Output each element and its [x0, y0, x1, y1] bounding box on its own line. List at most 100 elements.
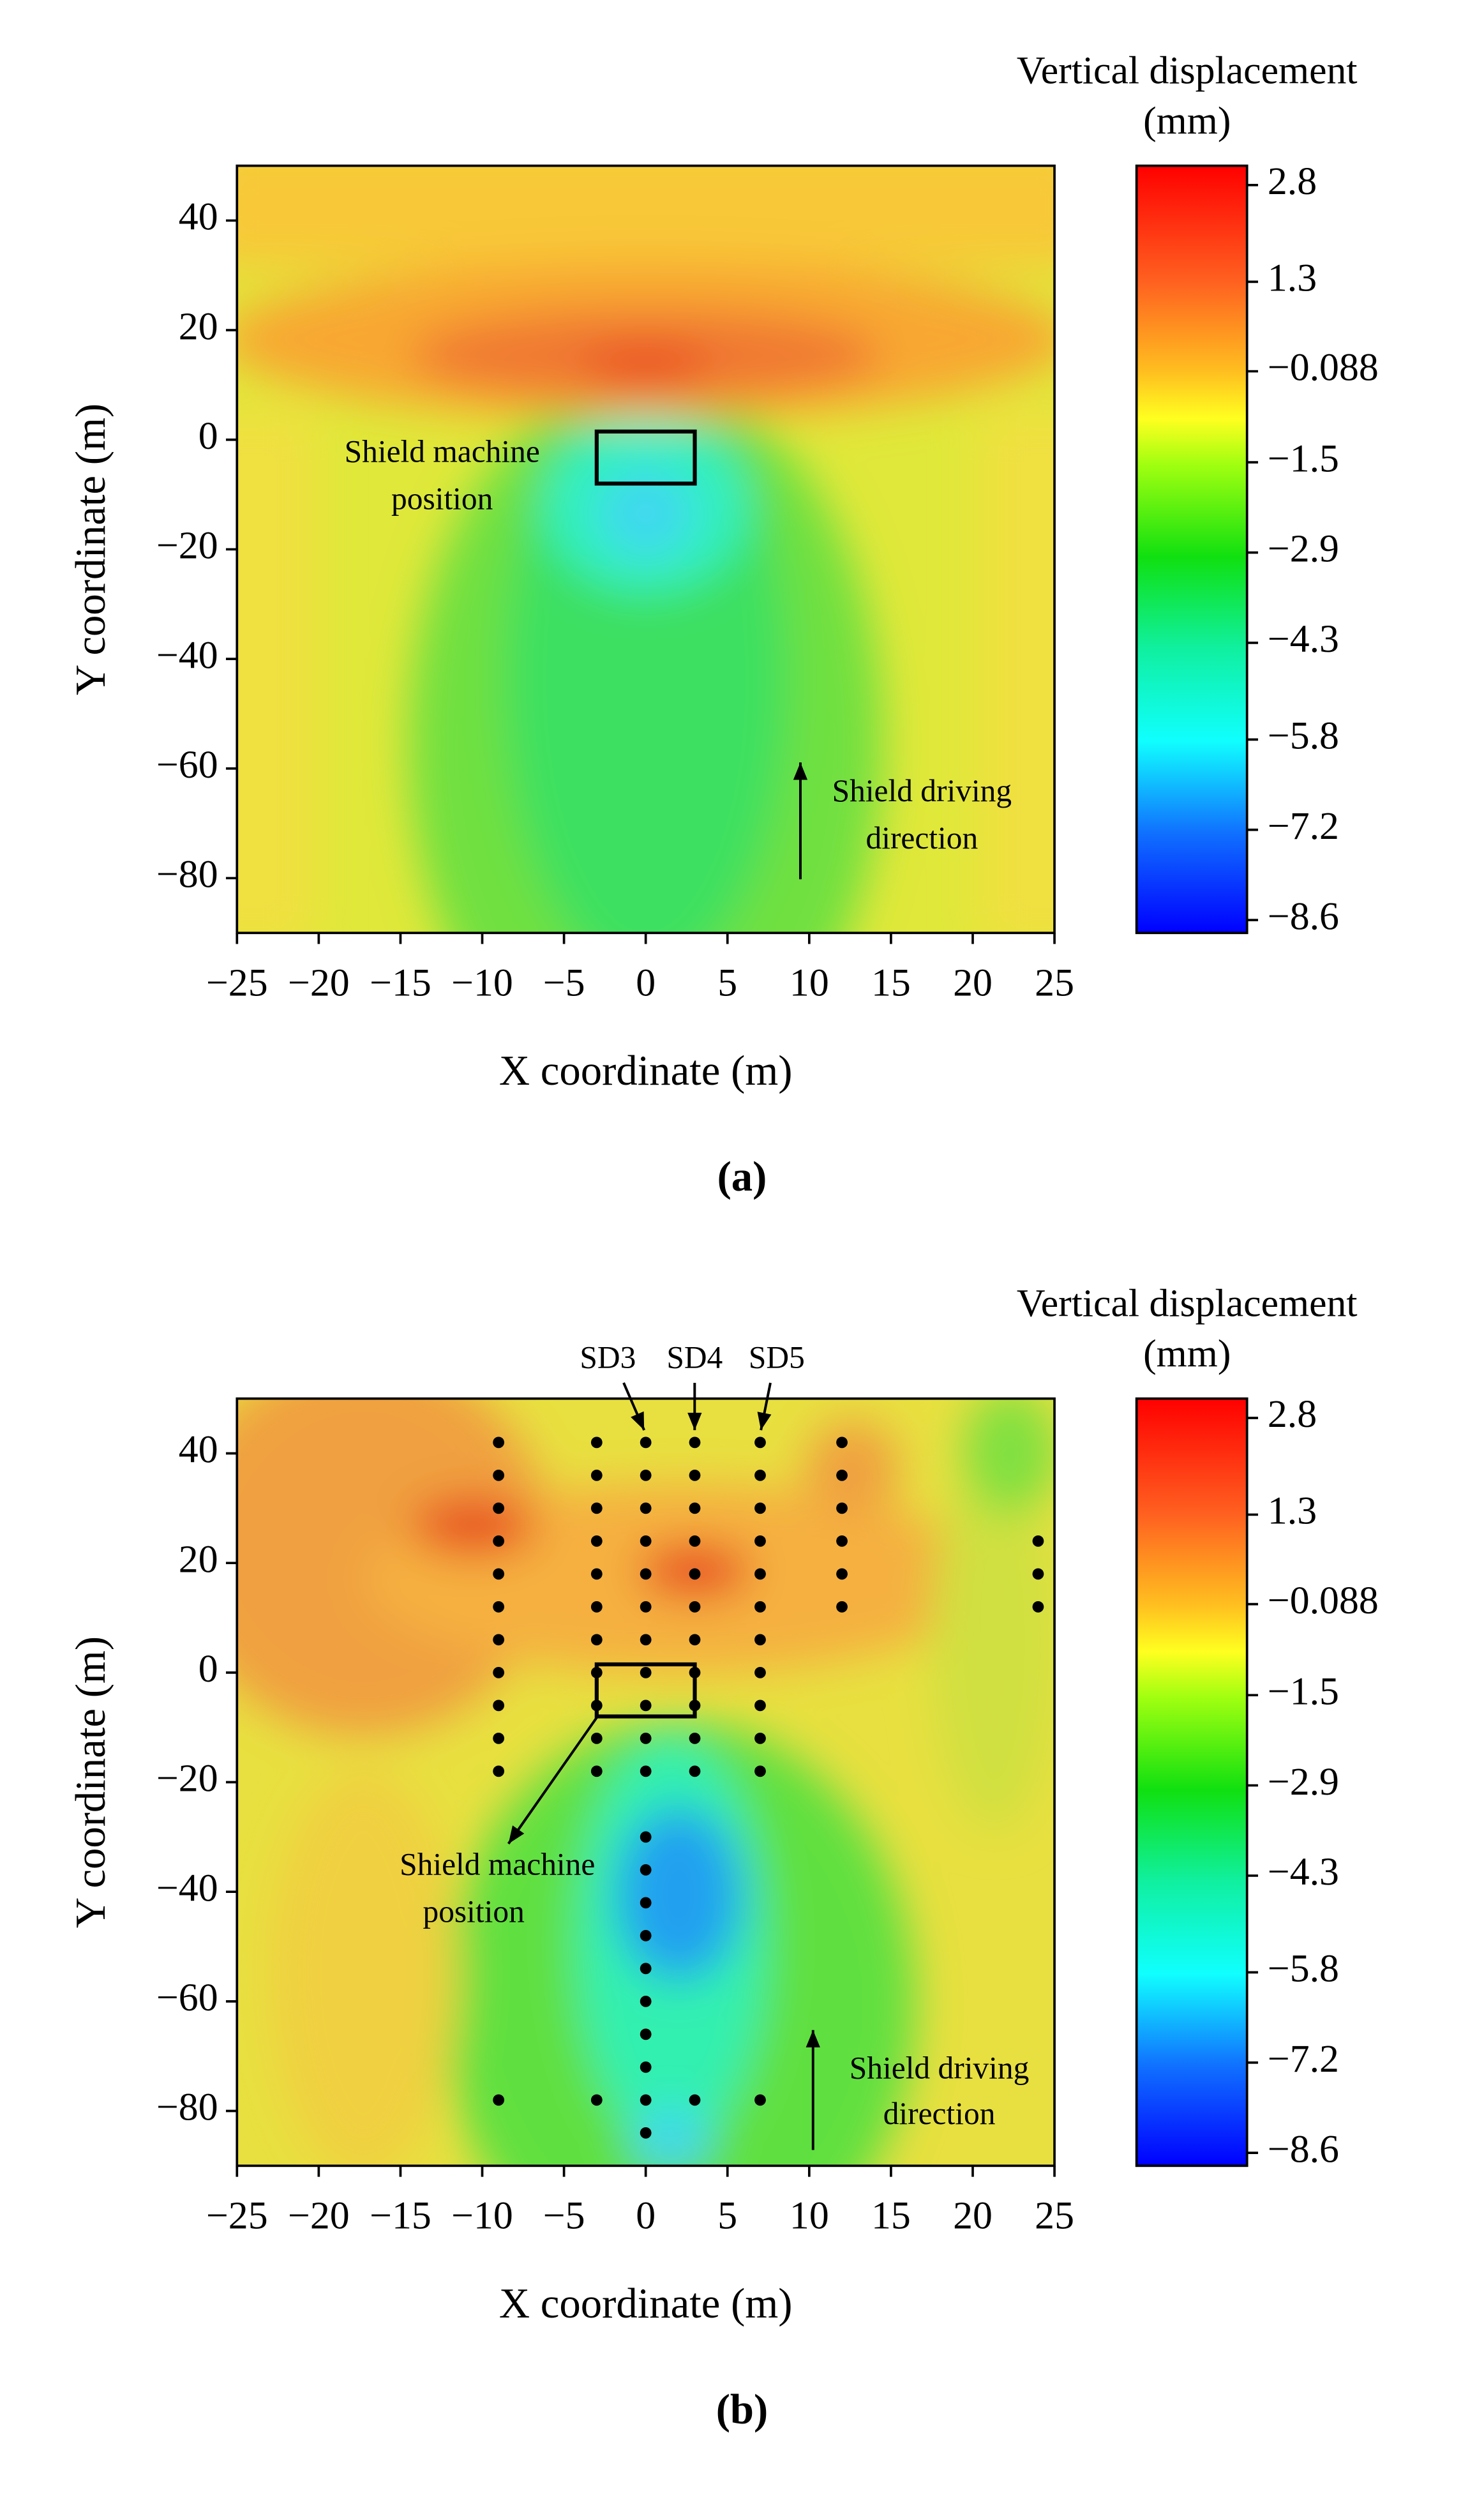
measure-point	[836, 1601, 848, 1613]
annotation: Shield machine	[400, 1846, 595, 1881]
measure-point	[754, 1502, 766, 1514]
measure-point	[754, 1436, 766, 1449]
measure-point	[640, 2127, 652, 2139]
x-axis-label: X coordinate (m)	[499, 1048, 793, 1094]
colorbar-tick-label: −7.2	[1268, 804, 1339, 848]
x-tick-label: 10	[790, 2194, 829, 2238]
measure-point	[689, 1535, 701, 1547]
measure-point	[590, 1666, 603, 1678]
measure-point	[689, 1601, 701, 1613]
measure-point	[493, 1732, 505, 1744]
measure-point	[493, 1666, 505, 1678]
measure-point	[590, 1535, 603, 1547]
y-tick-label: −40	[156, 633, 218, 677]
colorbar-label: (mm)	[1143, 100, 1231, 143]
annotation: Shield machine	[345, 433, 540, 469]
arrow-head	[687, 1412, 702, 1431]
measure-point	[754, 2094, 766, 2106]
arrow	[507, 1717, 598, 1845]
annotation: direction	[883, 2096, 996, 2131]
colorbar-tick-label: −4.3	[1268, 617, 1339, 661]
panel-label: (a)	[717, 1154, 767, 1200]
y-axis-label: Y coordinate (m)	[68, 403, 114, 695]
annotation: SD4	[666, 1340, 723, 1375]
x-tick-label: 15	[871, 2194, 911, 2238]
measure-point	[640, 1897, 652, 1909]
contour-field	[237, 1398, 1055, 2166]
y-tick-label: 0	[199, 414, 218, 458]
measure-point	[689, 1765, 701, 1777]
measure-point	[836, 1436, 848, 1449]
measure-point	[689, 1469, 701, 1481]
colorbar-tick-label: −0.088	[1268, 346, 1379, 389]
measure-point	[754, 1765, 766, 1777]
x-tick-label: −5	[543, 2194, 585, 2238]
colorbar-tick-label: −7.2	[1268, 2037, 1339, 2081]
measure-point	[754, 1568, 766, 1580]
x-tick-label: −10	[451, 961, 513, 1005]
measure-point	[754, 1732, 766, 1744]
colorbar-label: Vertical displacement	[1017, 49, 1358, 92]
measure-point	[590, 1699, 603, 1712]
colorbar-tick-label: −1.5	[1268, 437, 1339, 480]
x-tick-label: 20	[953, 961, 993, 1005]
x-tick-label: 0	[636, 961, 656, 1005]
colorbar-label: Vertical displacement	[1017, 1281, 1358, 1325]
measure-point	[754, 1469, 766, 1481]
x-tick-label: −25	[206, 2194, 268, 2238]
measure-point	[689, 1436, 701, 1449]
measure-point	[836, 1502, 848, 1514]
measure-point	[640, 1436, 652, 1449]
measure-point	[754, 1699, 766, 1712]
measure-point	[836, 1469, 848, 1481]
annotation: Shield driving	[850, 2050, 1030, 2085]
colorbar	[1135, 1397, 1248, 2167]
measure-point	[590, 1732, 603, 1744]
y-tick-label: 20	[179, 1537, 218, 1581]
x-tick-label: −20	[288, 2194, 350, 2238]
annotation: Shield driving	[832, 773, 1012, 808]
annotation: position	[391, 481, 493, 516]
colorbar-tick-label: −2.9	[1268, 1760, 1339, 1804]
measure-point	[590, 1765, 603, 1777]
annotation: position	[423, 1894, 525, 1929]
measure-point	[493, 1765, 505, 1777]
y-tick-label: −80	[156, 2086, 218, 2129]
shield-box	[594, 429, 697, 486]
panel-label: (b)	[716, 2386, 768, 2433]
measure-point	[640, 1963, 652, 1975]
measure-point	[689, 1634, 701, 1646]
measure-point	[640, 1634, 652, 1646]
x-tick-label: −15	[370, 961, 431, 1005]
colorbar-tick-label: −5.8	[1268, 714, 1339, 758]
measure-point	[640, 1864, 652, 1876]
y-tick-label: −60	[156, 743, 218, 787]
x-tick-label: −10	[451, 2194, 513, 2238]
colorbar-tick-label: −0.088	[1268, 1579, 1379, 1622]
x-tick-label: −5	[543, 961, 585, 1005]
y-tick-label: −60	[156, 1976, 218, 2019]
measure-point	[493, 1634, 505, 1646]
measure-point	[640, 1732, 652, 1744]
colorbar-tick-label: −2.9	[1268, 527, 1339, 571]
x-tick-label: 25	[1035, 2194, 1074, 2238]
measure-point	[640, 1535, 652, 1547]
x-tick-label: 10	[790, 961, 829, 1005]
measure-point	[640, 1568, 652, 1580]
measure-point	[640, 1929, 652, 1941]
colorbar-tick-label: 1.3	[1268, 257, 1317, 300]
measure-point	[836, 1535, 848, 1547]
measure-point	[689, 1502, 701, 1514]
x-axis-label: X coordinate (m)	[499, 2280, 793, 2327]
x-tick-label: 5	[717, 2194, 737, 2238]
measure-point	[689, 1568, 701, 1580]
measure-point	[1032, 1568, 1044, 1580]
measure-point	[493, 2094, 505, 2106]
measure-point	[590, 1436, 603, 1449]
y-tick-label: 20	[179, 305, 218, 348]
measure-point	[590, 1469, 603, 1481]
colorbar-tick-label: −5.8	[1268, 1947, 1339, 1991]
measure-point	[640, 1666, 652, 1678]
colorbar-label: (mm)	[1143, 1332, 1231, 1376]
